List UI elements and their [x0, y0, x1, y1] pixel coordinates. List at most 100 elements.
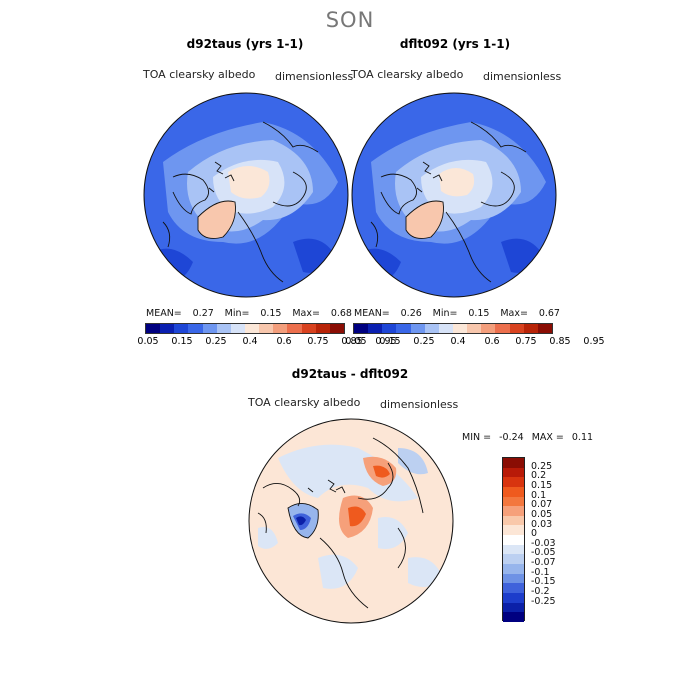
panel-1-colorbar-labels: 0.05 0.15 0.25 0.4 0.6 0.75 0.85 0.95	[131, 336, 403, 347]
colorbar-swatch	[230, 324, 245, 333]
colorbar-swatch	[503, 506, 524, 516]
panel-1-mean: 0.27	[192, 308, 214, 319]
colorbar-tick-label: 0.85	[341, 336, 363, 347]
colorbar-swatch	[503, 583, 524, 593]
colorbar-tick-label: 0.4	[450, 336, 466, 347]
colorbar-tick-label: 0	[531, 528, 538, 540]
colorbar-swatch	[503, 477, 524, 487]
colorbar-tick-label: 0.15	[379, 336, 401, 347]
colorbar-tick-label: -0.25	[531, 595, 556, 607]
panel-1-mean-label: MEAN=	[146, 308, 182, 319]
colorbar-swatch	[537, 324, 552, 333]
colorbar-tick-label: 0.05	[345, 336, 367, 347]
colorbar-tick-label: -0.15	[531, 576, 556, 588]
panel-1-title: d92taus (yrs 1-1)	[186, 37, 304, 51]
panel-2-polar-map	[351, 92, 557, 298]
difference-stats: MIN = -0.24 MAX = 0.11	[462, 432, 593, 443]
colorbar-swatch	[146, 324, 161, 333]
colorbar-tick-label: 0.95	[583, 336, 605, 347]
figure-title: SON	[325, 8, 375, 32]
panel-2-mean: 0.26	[400, 308, 422, 319]
colorbar-tick-label: 0.25	[205, 336, 227, 347]
panel-2-title: dflt092 (yrs 1-1)	[399, 37, 511, 51]
colorbar-tick-label: 0.05	[531, 508, 553, 520]
colorbar-swatch	[503, 515, 524, 526]
colorbar-swatch	[503, 525, 524, 536]
panel-2-units: dimensionless	[483, 70, 562, 83]
colorbar-swatch	[301, 324, 316, 333]
colorbar-swatch	[509, 324, 524, 333]
colorbar-swatch	[244, 324, 260, 333]
colorbar-swatch	[503, 535, 524, 545]
colorbar-tick-label: 0.2	[531, 470, 547, 482]
colorbar-swatch	[287, 324, 302, 333]
difference-colorbar	[502, 457, 525, 622]
colorbar-swatch	[329, 324, 344, 333]
colorbar-tick-label: 0.6	[276, 336, 292, 347]
colorbar-swatch	[503, 554, 524, 565]
colorbar-swatch	[503, 592, 524, 603]
colorbar-swatch	[202, 324, 217, 333]
difference-max-label: MAX =	[531, 432, 564, 443]
colorbar-swatch	[503, 496, 524, 507]
colorbar-swatch	[481, 324, 496, 333]
colorbar-swatch	[452, 324, 468, 333]
panel-2-variable: TOA clearsky albedo	[351, 68, 464, 81]
colorbar-tick-label: 0.25	[413, 336, 435, 347]
panel-1-colorbar	[145, 323, 345, 334]
colorbar-tick-label: -0.1	[531, 566, 550, 578]
panel-2-min: 0.15	[468, 308, 490, 319]
panel-1-max-label: Max=	[292, 308, 320, 319]
colorbar-swatch	[174, 324, 189, 333]
colorbar-swatch	[503, 564, 524, 574]
colorbar-swatch	[495, 324, 510, 333]
colorbar-swatch	[216, 324, 231, 333]
panel-2-stats: MEAN= 0.26 Min= 0.15 Max= 0.67	[354, 308, 560, 319]
panel-2-mean-label: MEAN=	[354, 308, 390, 319]
panel-2-min-label: Min=	[432, 308, 458, 319]
colorbar-tick-label: -0.03	[531, 537, 556, 549]
colorbar-swatch	[410, 324, 425, 333]
difference-title: d92taus - dflt092	[291, 367, 409, 381]
colorbar-swatch	[503, 467, 524, 478]
colorbar-tick-label: 0.05	[137, 336, 159, 347]
difference-min: -0.24	[499, 432, 524, 443]
panel-1-stats: MEAN= 0.27 Min= 0.15 Max= 0.68	[146, 308, 352, 319]
difference-variable: TOA clearsky albedo	[248, 396, 361, 409]
colorbar-swatch	[503, 602, 524, 613]
panel-2-max-label: Max=	[500, 308, 528, 319]
colorbar-swatch	[438, 324, 453, 333]
panel-1-polar-map	[143, 92, 349, 298]
panel-1-variable: TOA clearsky albedo	[143, 68, 256, 81]
difference-polar-map	[248, 418, 454, 624]
colorbar-swatch	[188, 324, 203, 333]
panel-1-min: 0.15	[260, 308, 282, 319]
panel-2-colorbar-labels: 0.05 0.15 0.25 0.4 0.6 0.75 0.85 0.95	[339, 336, 611, 347]
colorbar-swatch	[424, 324, 439, 333]
colorbar-tick-label: 0.4	[242, 336, 258, 347]
colorbar-tick-label: 0.75	[307, 336, 329, 347]
colorbar-tick-label: 0.15	[171, 336, 193, 347]
colorbar-swatch	[259, 324, 274, 333]
colorbar-tick-label: 0.95	[375, 336, 397, 347]
colorbar-swatch	[503, 458, 524, 468]
colorbar-tick-label: 0.03	[531, 518, 553, 530]
colorbar-swatch	[503, 544, 524, 555]
colorbar-swatch	[503, 573, 524, 584]
colorbar-swatch	[273, 324, 288, 333]
colorbar-swatch	[503, 612, 524, 622]
colorbar-swatch	[396, 324, 411, 333]
colorbar-swatch	[315, 324, 330, 333]
panel-1-min-label: Min=	[224, 308, 250, 319]
colorbar-tick-label: -0.05	[531, 547, 556, 559]
panel-1-units: dimensionless	[275, 70, 354, 83]
colorbar-swatch	[368, 324, 383, 333]
colorbar-tick-label: 0.1	[531, 489, 547, 501]
colorbar-tick-label: -0.2	[531, 586, 550, 598]
panel-1-max: 0.68	[330, 308, 352, 319]
colorbar-tick-label: 0.75	[515, 336, 537, 347]
colorbar-tick-label: 0.85	[549, 336, 571, 347]
colorbar-swatch	[354, 324, 369, 333]
colorbar-swatch	[160, 324, 175, 333]
colorbar-tick-label: -0.07	[531, 557, 556, 569]
